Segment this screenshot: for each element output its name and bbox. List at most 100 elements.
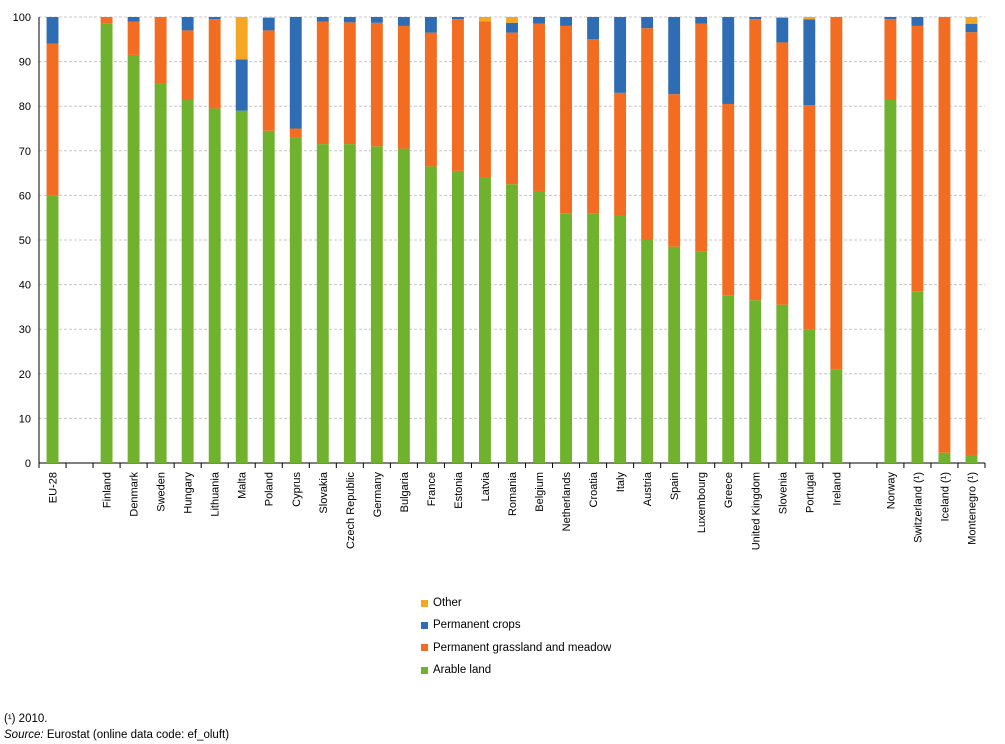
x-category-label: Denmark bbox=[129, 472, 141, 517]
bar-segment-permanent-grassland-and-meadow bbox=[424, 32, 437, 167]
x-category-label: Finland bbox=[102, 472, 114, 508]
bar-segment-permanent-crops bbox=[397, 17, 410, 26]
bar-segment-permanent-crops bbox=[316, 17, 329, 22]
bar-segment-arable-land bbox=[533, 190, 545, 463]
x-category-label: Malta bbox=[237, 471, 249, 499]
x-category-label: France bbox=[426, 472, 438, 506]
bar-segment-arable-land bbox=[397, 148, 410, 463]
x-category-label: Greece bbox=[723, 472, 735, 508]
bar-segment-permanent-grassland-and-meadow bbox=[262, 30, 275, 131]
x-category-label: EU-28 bbox=[48, 472, 60, 503]
bar-segment-arable-land bbox=[749, 300, 762, 463]
legend-item-other: Other bbox=[421, 592, 611, 614]
bar-segment-permanent-grassland-and-meadow bbox=[938, 17, 951, 453]
x-category-label: Luxembourg bbox=[696, 472, 708, 533]
legend: Other Permanent crops Permanent grasslan… bbox=[421, 592, 611, 681]
bar-segment-other bbox=[235, 17, 248, 60]
bar-segment-permanent-crops bbox=[506, 22, 518, 33]
x-category-label: Switzerland (¹) bbox=[912, 472, 924, 543]
legend-swatch-other bbox=[421, 599, 428, 607]
x-category-label: Czech Republic bbox=[345, 472, 357, 550]
x-category-label: Netherlands bbox=[561, 472, 573, 532]
bar-segment-permanent-grassland-and-meadow bbox=[803, 105, 816, 330]
bar-segment-arable-land bbox=[262, 130, 275, 464]
x-category-label: Poland bbox=[264, 472, 276, 506]
source-text: Eurostat (online data code: ef_oluft) bbox=[43, 729, 230, 741]
legend-swatch-permanent-crops bbox=[421, 621, 428, 629]
bar-segment-permanent-crops bbox=[695, 17, 708, 24]
bar-segment-permanent-grassland-and-meadow bbox=[749, 19, 762, 301]
bar-segment-permanent-crops bbox=[965, 23, 978, 33]
x-category-label: Belgium bbox=[534, 472, 546, 512]
bar-segment-permanent-crops bbox=[911, 17, 924, 26]
bar-segment-permanent-crops bbox=[424, 17, 437, 33]
bar-segment-permanent-grassland-and-meadow bbox=[370, 22, 383, 147]
bar-segment-permanent-grassland-and-meadow bbox=[397, 25, 410, 149]
bar-segment-permanent-crops bbox=[46, 17, 59, 44]
bar-segment-permanent-grassland-and-meadow bbox=[316, 21, 329, 145]
bar-segment-arable-land bbox=[343, 144, 356, 464]
bar-segment-arable-land bbox=[668, 246, 681, 463]
bar-segment-permanent-grassland-and-meadow bbox=[695, 23, 708, 252]
bar-segment-permanent-grassland-and-meadow bbox=[668, 94, 681, 247]
bar-segment-arable-land bbox=[830, 369, 843, 463]
x-category-label: United Kingdom bbox=[750, 472, 762, 550]
bar-segment-arable-land bbox=[587, 213, 600, 463]
bar-segment-permanent-grassland-and-meadow bbox=[100, 17, 113, 24]
bar-segment-permanent-crops bbox=[803, 19, 816, 106]
bar-segment-permanent-crops bbox=[262, 17, 275, 31]
bar-segment-permanent-grassland-and-meadow bbox=[830, 17, 843, 370]
bar-segment-arable-land bbox=[776, 304, 789, 463]
bar-segment-arable-land bbox=[479, 177, 491, 463]
bar-segment-arable-land bbox=[722, 295, 735, 463]
bar-segment-arable-land bbox=[641, 240, 654, 463]
legend-item-permanent-crops: Permanent crops bbox=[421, 614, 611, 636]
x-category-label: Latvia bbox=[480, 471, 492, 501]
bar-segment-arable-land bbox=[235, 110, 248, 463]
legend-item-permanent-grassland: Permanent grassland and meadow bbox=[421, 637, 611, 659]
bar-segment-permanent-grassland-and-meadow bbox=[614, 92, 627, 216]
bar-segment-permanent-grassland-and-meadow bbox=[641, 28, 654, 241]
x-category-label: Estonia bbox=[453, 471, 465, 509]
x-category-label: Croatia bbox=[588, 471, 600, 507]
x-category-label: Lithuania bbox=[210, 471, 222, 517]
bar-segment-permanent-crops bbox=[370, 17, 383, 23]
y-tick-label: 30 bbox=[19, 324, 31, 336]
y-tick-label: 60 bbox=[19, 190, 31, 202]
x-category-label: Romania bbox=[507, 471, 519, 516]
bar-segment-permanent-crops bbox=[587, 17, 600, 40]
bar-segment-other bbox=[262, 17, 275, 18]
bar-segment-arable-land bbox=[938, 452, 951, 463]
legend-label-permanent-crops: Permanent crops bbox=[433, 619, 521, 632]
x-category-label: Portugal bbox=[804, 472, 816, 513]
y-tick-label: 20 bbox=[19, 369, 31, 381]
bar-segment-permanent-grassland-and-meadow bbox=[451, 19, 464, 171]
bar-segment-arable-land bbox=[370, 146, 383, 463]
bar-segment-other bbox=[776, 17, 789, 18]
y-tick-label: 40 bbox=[19, 280, 31, 292]
bar-segment-permanent-crops bbox=[181, 17, 194, 31]
x-category-label: Italy bbox=[615, 472, 627, 493]
bar-segment-arable-land bbox=[965, 454, 978, 463]
bar-segment-arable-land bbox=[127, 54, 140, 463]
legend-swatch-permanent-grassland bbox=[421, 644, 428, 652]
bar-segment-arable-land bbox=[46, 195, 59, 463]
bar-segment-permanent-crops bbox=[343, 17, 356, 23]
y-tick-label: 0 bbox=[25, 458, 31, 470]
bar-segment-permanent-crops bbox=[614, 17, 627, 93]
x-category-label: Montenegro (¹) bbox=[966, 472, 978, 545]
bar-segment-permanent-grassland-and-meadow bbox=[722, 103, 735, 296]
bar-segment-permanent-grassland-and-meadow bbox=[911, 25, 924, 292]
bar-segment-other bbox=[479, 17, 491, 22]
y-tick-label: 100 bbox=[13, 12, 31, 24]
bar-segment-permanent-grassland-and-meadow bbox=[343, 22, 356, 145]
footnotes: (¹) 2010. Source: Eurostat (online data … bbox=[4, 711, 229, 743]
legend-swatch-arable-land bbox=[421, 666, 428, 674]
bar-segment-arable-land bbox=[695, 251, 708, 463]
bar-segment-permanent-crops bbox=[641, 17, 654, 29]
bar-segment-permanent-grassland-and-meadow bbox=[289, 128, 302, 138]
bar-segment-permanent-crops bbox=[127, 17, 140, 22]
y-tick-label: 70 bbox=[19, 146, 31, 158]
bar-segment-arable-land bbox=[884, 99, 897, 463]
bar-segment-permanent-grassland-and-meadow bbox=[560, 25, 573, 214]
